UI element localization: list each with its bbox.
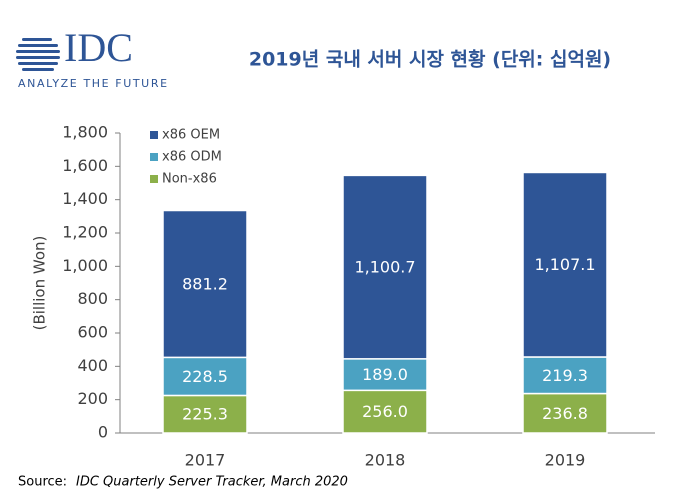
y-tick-label: 1,400: [62, 189, 108, 208]
bar-segment: [342, 174, 428, 360]
data-label: 219.3: [542, 366, 588, 385]
data-label: 1,100.7: [354, 258, 415, 277]
y-tick-label: 1,800: [62, 123, 108, 142]
bar-segment: [342, 358, 428, 392]
legend-label: x86 ODM: [162, 150, 222, 165]
y-tick-label: 0: [98, 423, 108, 442]
bar-segment: [162, 394, 248, 434]
y-tick-label: 1,200: [62, 223, 108, 242]
legend-swatch: [150, 131, 158, 139]
bar-segment: [522, 356, 608, 395]
x-tick-label: 2019: [545, 451, 586, 470]
legend-swatch: [150, 153, 158, 161]
data-label: 1,107.1: [534, 255, 595, 274]
data-label: 225.3: [182, 405, 228, 424]
legend-label: x86 OEM: [162, 128, 220, 143]
x-tick-label: 2017: [185, 451, 226, 470]
logo-tagline: ANALYZE THE FUTURE: [18, 77, 169, 90]
y-tick-label: 600: [77, 323, 108, 342]
bar-segment: [522, 392, 608, 434]
y-tick-label: 400: [77, 356, 108, 375]
source-label: Source:: [18, 475, 67, 490]
legend-swatch: [150, 175, 158, 183]
y-axis-label: (Billion Won): [31, 236, 49, 331]
data-label: 881.2: [182, 274, 228, 293]
bar-segment: [522, 171, 608, 358]
y-tick-label: 1,000: [62, 256, 108, 275]
source-text: IDC Quarterly Server Tracker, March 2020: [76, 475, 348, 490]
chart-title: 2019년 국내 서버 시장 현황 (단위: 십억원): [249, 48, 611, 71]
data-label: 189.0: [362, 365, 408, 384]
y-tick-label: 800: [77, 289, 108, 308]
logo-name: IDC: [64, 25, 133, 70]
bar-segment: [162, 209, 248, 359]
y-tick-label: 1,600: [62, 156, 108, 175]
y-tick-label: 200: [77, 389, 108, 408]
data-label: 236.8: [542, 404, 588, 423]
x-tick-label: 2018: [365, 451, 406, 470]
data-label: 228.5: [182, 367, 228, 386]
legend-label: Non-x86: [162, 172, 217, 187]
data-label: 256.0: [362, 402, 408, 421]
logo-globe: [16, 38, 60, 71]
